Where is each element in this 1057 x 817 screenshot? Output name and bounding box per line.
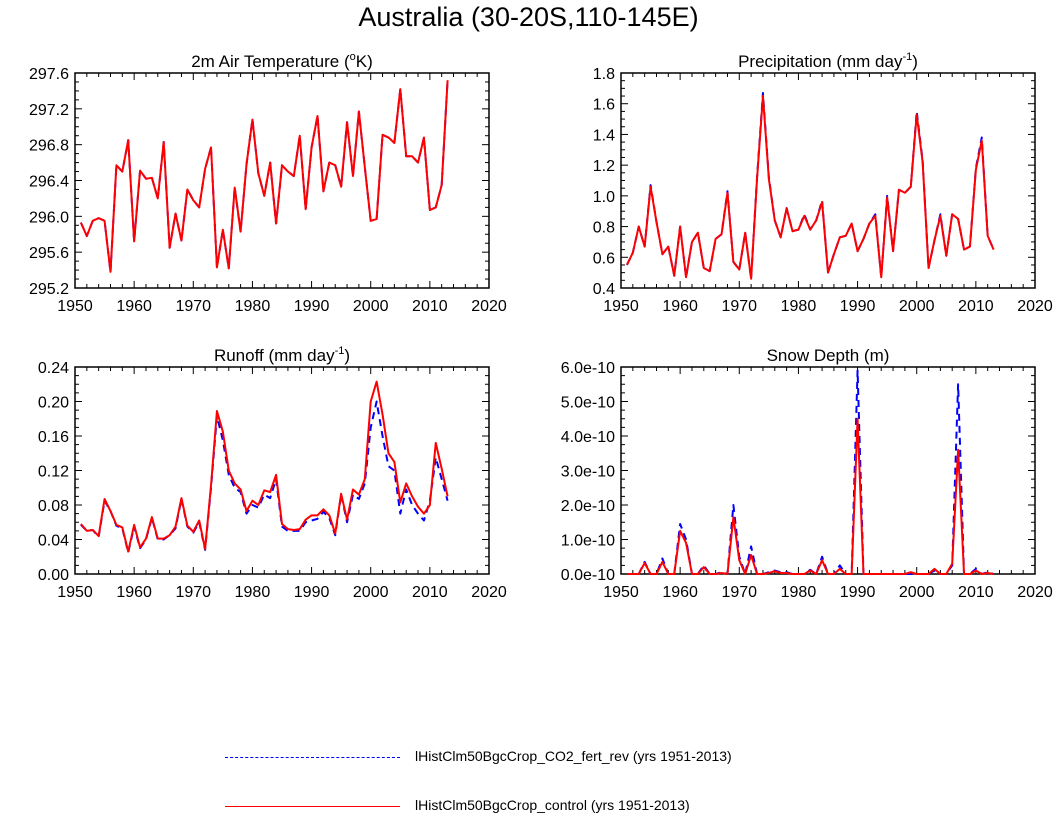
series-line-control — [79, 80, 449, 273]
panel-title-temperature: 2m Air Temperature (oK) — [191, 51, 373, 71]
panel-title-snow-depth: Snow Depth (m) — [767, 346, 890, 365]
series-line-control — [626, 417, 994, 575]
y-tick-label: 1.2 — [593, 158, 615, 175]
x-tick-label: 2010 — [412, 298, 448, 315]
plot-frame-snow-depth — [620, 366, 1036, 575]
x-tick-label: 1970 — [721, 298, 757, 315]
x-tick-label: 1960 — [116, 298, 152, 315]
panel-temperature: 2m Air Temperature (oK) 1950 1960 1970 1980 1… — [29, 51, 507, 315]
y-tick-label: 0.00 — [38, 567, 69, 584]
y-tick-label: 1.0 — [593, 189, 615, 206]
y-tick-label: 0.12 — [38, 464, 69, 481]
y-tick-label: 4.0e-10 — [561, 429, 615, 446]
x-tick-label: 1980 — [235, 298, 271, 315]
x-tick-label: 2000 — [899, 298, 935, 315]
panel-runoff: Runoff (mm day-1) 1950 1960 1970 1980 1990 200… — [38, 345, 507, 601]
series-line-co2 — [79, 80, 449, 273]
x-tick-label: 1980 — [235, 584, 271, 601]
y-tick-label: 0.08 — [38, 498, 69, 515]
x-tick-label: 2020 — [1017, 298, 1053, 315]
x-tick-label: 2020 — [471, 298, 507, 315]
x-tick-label: 1990 — [840, 298, 876, 315]
series-line-control — [626, 95, 995, 280]
x-tick-label: 1990 — [840, 584, 876, 601]
legend-label-co2: lHistClm50BgcCrop_CO2_fert_rev (yrs 1951… — [415, 748, 732, 764]
panel-title-runoff: Runoff (mm day-1) — [214, 345, 350, 365]
x-tick-label: 2010 — [412, 584, 448, 601]
figure-title: Australia (30-20S,110-145E) — [358, 2, 699, 32]
legend-label-control: lHistClm50BgcCrop_control (yrs 1951-2013… — [415, 797, 690, 813]
y-tick-label: 295.2 — [29, 281, 69, 298]
x-tick-label: 1990 — [294, 298, 330, 315]
y-tick-label: 0.16 — [38, 429, 69, 446]
y-tick-label: 1.6 — [593, 97, 615, 114]
x-tick-label: 1950 — [603, 298, 639, 315]
series-line-control — [80, 380, 449, 553]
x-tick-label: 1960 — [662, 584, 698, 601]
y-tick-label: 295.6 — [29, 245, 69, 262]
x-tick-label: 1950 — [57, 298, 93, 315]
x-tick-label: 2020 — [1017, 584, 1053, 601]
x-tick-label: 1960 — [662, 298, 698, 315]
x-tick-label: 2000 — [353, 584, 389, 601]
x-tick-label: 1980 — [781, 298, 817, 315]
y-tick-label: 0.24 — [38, 360, 69, 377]
legend-swatch-co2 — [225, 757, 400, 758]
y-tick-label: 6.0e-10 — [561, 360, 615, 377]
y-tick-label: 1.8 — [593, 66, 615, 83]
legend-swatch-control — [225, 806, 400, 807]
y-tick-label: 0.4 — [593, 281, 615, 298]
y-tick-label: 0.6 — [593, 250, 615, 267]
x-tick-label: 1970 — [175, 584, 211, 601]
y-tick-label: 296.0 — [29, 209, 69, 226]
x-tick-label: 1990 — [294, 584, 330, 601]
y-tick-label: 0.0e-10 — [561, 567, 615, 584]
x-tick-label: 2000 — [353, 298, 389, 315]
y-tick-label: 5.0e-10 — [561, 395, 615, 412]
y-tick-label: 0.20 — [38, 395, 69, 412]
x-tick-label: 2020 — [471, 584, 507, 601]
x-tick-label: 2010 — [958, 584, 994, 601]
x-tick-label: 1960 — [116, 584, 152, 601]
y-tick-label: 296.4 — [29, 174, 69, 191]
x-tick-label: 1970 — [721, 584, 757, 601]
x-tick-label: 2010 — [958, 298, 994, 315]
x-tick-label: 1980 — [781, 584, 817, 601]
x-tick-label: 1950 — [603, 584, 639, 601]
panel-title-precipitation: Precipitation (mm day-1) — [738, 51, 918, 71]
series-line-co2 — [626, 369, 994, 575]
panel-precipitation: Precipitation (mm day-1) 1950 1960 1970 1980… — [593, 51, 1053, 315]
y-tick-label: 2.0e-10 — [561, 498, 615, 515]
series-line-co2 — [626, 91, 995, 280]
y-tick-label: 3.0e-10 — [561, 464, 615, 481]
y-tick-label: 1.4 — [593, 127, 615, 144]
y-tick-label: 297.6 — [29, 66, 69, 83]
y-tick-label: 0.8 — [593, 220, 615, 237]
y-tick-label: 0.04 — [38, 533, 69, 550]
y-tick-label: 296.8 — [29, 138, 69, 155]
plot-frame-runoff — [74, 366, 490, 575]
y-tick-label: 297.2 — [29, 102, 69, 119]
panel-snow-depth: Snow Depth (m) 1950 1960 1970 1980 1990 2000 20… — [561, 346, 1053, 601]
x-tick-label: 1950 — [57, 584, 93, 601]
x-tick-label: 1970 — [175, 298, 211, 315]
x-tick-label: 2000 — [899, 584, 935, 601]
y-tick-label: 1.0e-10 — [561, 533, 615, 550]
